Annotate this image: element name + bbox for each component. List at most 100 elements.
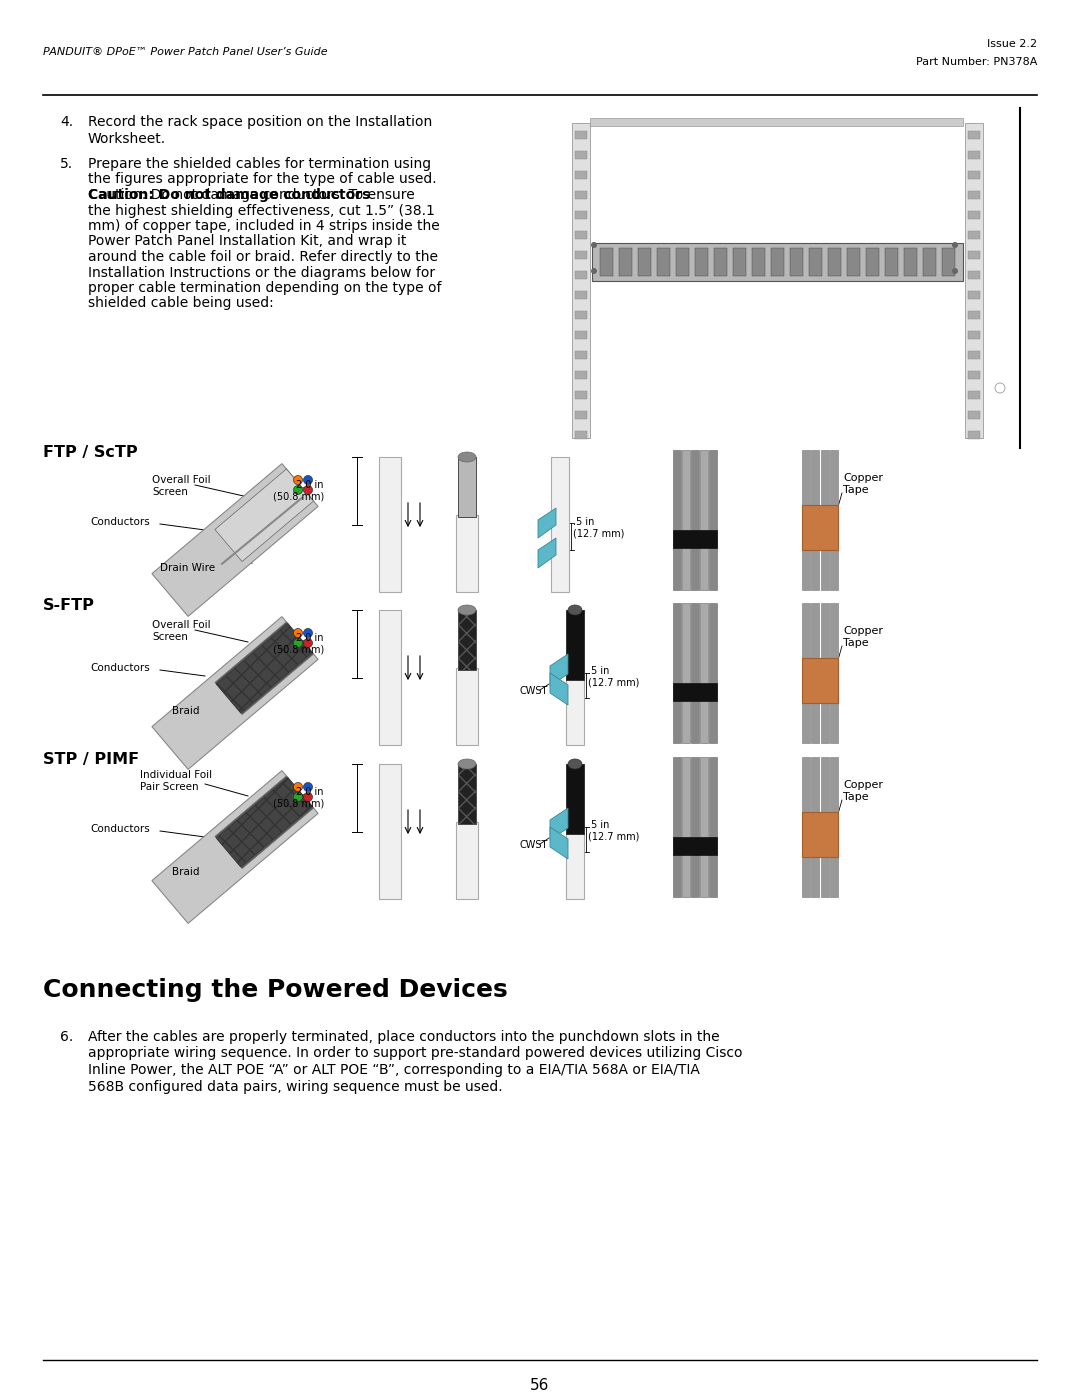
Polygon shape bbox=[152, 616, 319, 770]
Polygon shape bbox=[550, 654, 568, 686]
Bar bbox=[575, 391, 588, 400]
Text: Caution: Do not damage conductors: Caution: Do not damage conductors bbox=[87, 189, 370, 203]
Bar bbox=[575, 411, 588, 419]
Polygon shape bbox=[550, 673, 568, 705]
Ellipse shape bbox=[458, 453, 476, 462]
Bar bbox=[458, 764, 476, 824]
Text: 568B configured data pairs, wiring sequence must be used.: 568B configured data pairs, wiring seque… bbox=[87, 1080, 502, 1094]
Polygon shape bbox=[152, 464, 319, 616]
Text: Copper
Tape: Copper Tape bbox=[843, 780, 883, 802]
Bar bbox=[691, 757, 699, 897]
Text: mm) of copper tape, included in 4 strips inside the: mm) of copper tape, included in 4 strips… bbox=[87, 219, 440, 233]
Text: the figures appropriate for the type of cable used.: the figures appropriate for the type of … bbox=[87, 172, 436, 187]
Circle shape bbox=[951, 242, 958, 249]
Bar bbox=[802, 757, 810, 897]
Bar bbox=[575, 331, 588, 339]
Text: shielded cable being used:: shielded cable being used: bbox=[87, 296, 273, 310]
Polygon shape bbox=[216, 623, 312, 712]
Text: Record the rack space position on the Installation: Record the rack space position on the In… bbox=[87, 115, 432, 129]
Bar bbox=[708, 604, 717, 743]
Bar bbox=[828, 249, 841, 277]
Bar bbox=[968, 391, 980, 400]
Text: After the cables are properly terminated, place conductors into the punchdown sl: After the cables are properly terminated… bbox=[87, 1030, 719, 1044]
Text: 2.0 in
(50.8 mm): 2.0 in (50.8 mm) bbox=[273, 481, 324, 502]
Bar bbox=[681, 604, 690, 743]
Circle shape bbox=[303, 475, 312, 485]
Ellipse shape bbox=[458, 759, 476, 768]
Bar bbox=[575, 432, 588, 439]
Text: Issue 2.2: Issue 2.2 bbox=[987, 39, 1037, 49]
Bar bbox=[638, 249, 651, 277]
Circle shape bbox=[294, 486, 302, 495]
Text: FTP / ScTP: FTP / ScTP bbox=[43, 446, 137, 460]
Bar bbox=[968, 131, 980, 138]
Bar bbox=[673, 450, 681, 590]
Text: Braid: Braid bbox=[172, 868, 200, 877]
Bar bbox=[379, 764, 401, 900]
Text: 2.0 in
(50.8 mm): 2.0 in (50.8 mm) bbox=[273, 633, 324, 655]
Bar bbox=[968, 151, 980, 159]
Polygon shape bbox=[538, 509, 556, 538]
Circle shape bbox=[303, 486, 312, 495]
Bar bbox=[968, 211, 980, 219]
Bar bbox=[379, 610, 401, 745]
Bar bbox=[714, 249, 727, 277]
Polygon shape bbox=[550, 827, 568, 859]
Bar bbox=[968, 251, 980, 258]
Bar bbox=[752, 249, 765, 277]
Bar bbox=[821, 450, 829, 590]
Bar bbox=[923, 249, 936, 277]
Polygon shape bbox=[215, 622, 313, 714]
Bar bbox=[968, 191, 980, 198]
Bar bbox=[575, 211, 588, 219]
Circle shape bbox=[591, 268, 597, 274]
Bar bbox=[831, 757, 838, 897]
Bar bbox=[789, 249, 804, 277]
Circle shape bbox=[294, 629, 302, 637]
Ellipse shape bbox=[568, 759, 582, 768]
Text: .5 in
(12.7 mm): .5 in (12.7 mm) bbox=[588, 820, 639, 841]
Bar bbox=[968, 312, 980, 319]
Circle shape bbox=[303, 782, 312, 792]
Text: 2.0 in
(50.8 mm): 2.0 in (50.8 mm) bbox=[273, 787, 324, 809]
Text: Prepare the shielded cables for termination using: Prepare the shielded cables for terminat… bbox=[87, 156, 431, 170]
Text: Conductors: Conductors bbox=[90, 664, 150, 673]
Bar bbox=[551, 457, 569, 592]
Text: CWST: CWST bbox=[519, 686, 549, 696]
Bar bbox=[811, 450, 819, 590]
Circle shape bbox=[294, 782, 302, 792]
Polygon shape bbox=[215, 775, 313, 869]
Bar bbox=[619, 249, 632, 277]
Text: .5 in
(12.7 mm): .5 in (12.7 mm) bbox=[573, 517, 624, 539]
Bar bbox=[379, 457, 401, 592]
Text: Connecting the Powered Devices: Connecting the Powered Devices bbox=[43, 978, 508, 1002]
Text: Inline Power, the ALT POE “A” or ALT POE “B”, corresponding to a EIA/TIA 568A or: Inline Power, the ALT POE “A” or ALT POE… bbox=[87, 1063, 700, 1077]
Bar bbox=[456, 668, 478, 745]
Bar bbox=[802, 658, 838, 703]
Bar bbox=[575, 191, 588, 198]
Text: Individual Foil
Pair Screen: Individual Foil Pair Screen bbox=[140, 770, 212, 792]
Text: appropriate wiring sequence. In order to support pre-standard powered devices ut: appropriate wiring sequence. In order to… bbox=[87, 1046, 743, 1060]
Circle shape bbox=[303, 792, 312, 802]
Bar bbox=[592, 243, 963, 281]
Bar bbox=[691, 450, 699, 590]
Bar bbox=[866, 249, 879, 277]
Bar bbox=[600, 249, 613, 277]
Circle shape bbox=[995, 383, 1005, 393]
Bar bbox=[696, 249, 708, 277]
Bar bbox=[708, 450, 717, 590]
Text: STP / PIMF: STP / PIMF bbox=[43, 752, 139, 767]
Text: PANDUIT® DPoE™ Power Patch Panel User’s Guide: PANDUIT® DPoE™ Power Patch Panel User’s … bbox=[43, 47, 327, 57]
Text: Drain Wire: Drain Wire bbox=[160, 563, 215, 573]
Circle shape bbox=[303, 629, 312, 637]
Polygon shape bbox=[550, 807, 568, 840]
Text: 6.: 6. bbox=[60, 1030, 73, 1044]
Bar bbox=[458, 457, 476, 517]
Text: around the cable foil or braid. Refer directly to the: around the cable foil or braid. Refer di… bbox=[87, 250, 438, 264]
Bar bbox=[968, 372, 980, 379]
Bar bbox=[831, 604, 838, 743]
Bar bbox=[831, 450, 838, 590]
Bar bbox=[968, 231, 980, 239]
Text: Worksheet.: Worksheet. bbox=[87, 131, 166, 147]
Bar bbox=[821, 604, 829, 743]
